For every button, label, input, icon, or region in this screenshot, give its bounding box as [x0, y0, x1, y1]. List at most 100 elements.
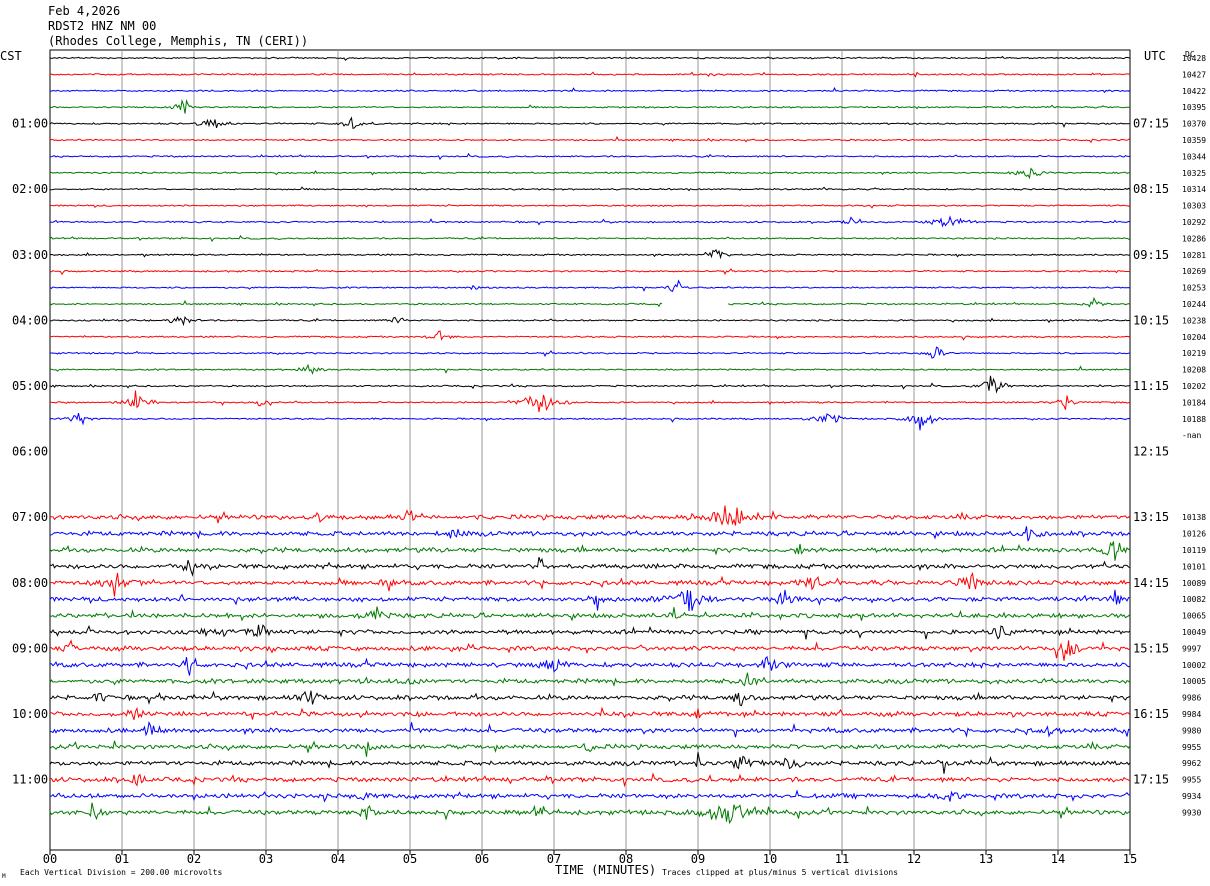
dc-offset-label: 10126	[1182, 530, 1206, 539]
trace-5-red	[49, 135, 1131, 144]
x-tick-label: 15	[1123, 852, 1137, 866]
trace-17-red	[49, 330, 1131, 341]
dc-offset-label: 10286	[1182, 234, 1206, 243]
right-hour-label: 07:15	[1133, 117, 1169, 131]
trace-32-red	[49, 571, 1131, 597]
dc-offset-label: 10370	[1182, 120, 1206, 129]
dc-offset-label: 9980	[1182, 726, 1201, 735]
dc-offset-label: 10204	[1182, 333, 1206, 342]
right-hour-label: 15:15	[1133, 641, 1169, 655]
dc-offset-label: 10314	[1182, 185, 1206, 194]
grid-lines	[49, 49, 1131, 855]
dc-offset-label: 9984	[1182, 710, 1201, 719]
dc-offset-label: 10325	[1182, 169, 1206, 178]
trace-19-green	[50, 363, 1131, 376]
x-tick-label: 05	[403, 852, 417, 866]
label-group: 00 01 02 03 04 05 06 07 08 09 10 11 12 13 14 15 01:00 07:…	[12, 54, 1206, 866]
dc-offset-label: 10395	[1182, 103, 1206, 112]
dc-offset-label: 9934	[1182, 792, 1201, 801]
trace-13-red	[49, 268, 1131, 276]
dc-offset-label: 10303	[1182, 202, 1206, 211]
trace-38-green	[49, 672, 1131, 687]
trace-33-blue	[49, 589, 1131, 612]
dc-offset-label: 10089	[1182, 579, 1206, 588]
trace-42-green	[49, 740, 1131, 757]
trace-16-black	[49, 316, 1131, 327]
plot-frame	[49, 49, 1131, 851]
trace-40-red	[49, 706, 1131, 720]
chart-station: RDST2 HNZ NM 00	[48, 19, 157, 33]
right-hour-label: 17:15	[1133, 773, 1169, 787]
dc-offset-label: 10253	[1182, 284, 1206, 293]
dc-offset-label: 9986	[1182, 694, 1201, 703]
x-tick-label: 06	[475, 852, 489, 866]
x-tick-label: 02	[187, 852, 201, 866]
x-tick-label: 00	[43, 852, 57, 866]
trace-2-blue	[50, 86, 1131, 94]
x-axis-title: TIME (MINUTES)	[555, 863, 656, 877]
left-hour-label: 08:00	[12, 576, 48, 590]
trace-28-red	[49, 505, 1131, 526]
trace-35-black	[49, 624, 1131, 640]
x-tick-label: 03	[259, 852, 273, 866]
trace-3-green	[49, 99, 1131, 114]
trace-21-red	[49, 390, 1131, 413]
trace-12-black	[49, 248, 1131, 260]
dc-column-header: DC	[1185, 50, 1195, 59]
dc-offset-label: 10422	[1182, 87, 1206, 96]
dc-offset-label: 10219	[1182, 349, 1206, 358]
dc-offset-label: 10281	[1182, 251, 1206, 260]
chart-date: Feb 4,2026	[48, 4, 121, 18]
trace-10-blue	[49, 215, 1131, 228]
left-hour-label: 03:00	[12, 248, 48, 262]
dc-offset-label: 9955	[1182, 776, 1201, 785]
right-hour-label: 14:15	[1133, 576, 1169, 590]
dc-offset-label: 10344	[1182, 152, 1206, 161]
trace-41-blue	[49, 721, 1131, 738]
trace-9-red	[50, 203, 1131, 209]
dc-offset-label: 9962	[1182, 759, 1201, 768]
trace-11-green	[49, 234, 1131, 243]
x-tick-label: 12	[907, 852, 921, 866]
corner-mark: M	[2, 873, 6, 880]
clip-note: Traces clipped at plus/minus 5 vertical …	[662, 868, 898, 877]
dc-offset-label: 9997	[1182, 644, 1201, 653]
dc-offset-label: 10049	[1182, 628, 1206, 637]
trace-37-blue	[50, 655, 1131, 676]
dc-offset-label: 10238	[1182, 316, 1206, 325]
chart-location: (Rhodes College, Memphis, TN (CERI))	[48, 34, 309, 48]
left-hour-label: 02:00	[12, 182, 48, 196]
trace-29-blue	[49, 526, 1131, 542]
dc-offset-label: 10005	[1182, 677, 1206, 686]
left-hour-label: 09:00	[12, 641, 48, 655]
x-tick-label: 10	[763, 852, 777, 866]
x-tick-label: 11	[835, 852, 849, 866]
right-timezone-label: UTC	[1144, 49, 1166, 63]
trace-46-green	[49, 802, 1131, 824]
right-hour-label: 11:15	[1133, 379, 1169, 393]
scale-note: Each Vertical Division = 200.00 microvol…	[20, 868, 222, 877]
dc-offset-label: 10138	[1182, 513, 1206, 522]
dc-offset-label: 9955	[1182, 743, 1201, 752]
dc-offset-label: 10065	[1182, 612, 1206, 621]
left-hour-label: 05:00	[12, 379, 48, 393]
right-hour-label: 10:15	[1133, 313, 1169, 327]
dc-offset-label: 10208	[1182, 366, 1206, 375]
right-hour-label: 13:15	[1133, 510, 1169, 524]
trace-7-green	[49, 167, 1131, 180]
x-tick-label: 01	[115, 852, 129, 866]
dc-offset-label: -nan	[1182, 431, 1201, 440]
left-hour-label: 01:00	[12, 117, 48, 131]
trace-30-green	[49, 541, 1131, 561]
dc-offset-label: 10101	[1182, 562, 1206, 571]
x-tick-label: 14	[1051, 852, 1065, 866]
right-hour-label: 08:15	[1133, 182, 1169, 196]
left-timezone-label: CST	[0, 49, 22, 63]
dc-offset-label: 10428	[1182, 54, 1206, 63]
left-hour-label: 10:00	[12, 707, 48, 721]
dc-offset-label: 10119	[1182, 546, 1206, 555]
dc-offset-label: 10082	[1182, 595, 1206, 604]
x-tick-label: 09	[691, 852, 705, 866]
right-hour-label: 09:15	[1133, 248, 1169, 262]
